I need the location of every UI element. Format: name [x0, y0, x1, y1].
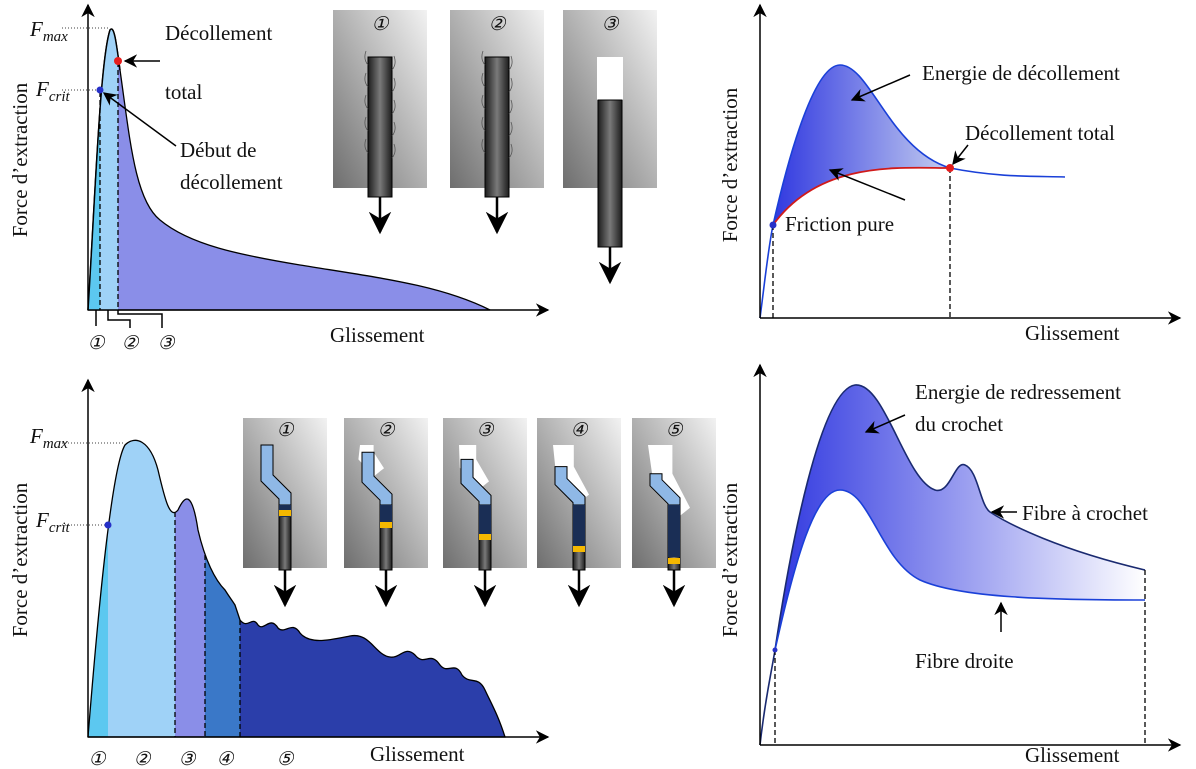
- image-label: ①: [371, 14, 389, 35]
- x-label: Glissement: [370, 742, 465, 766]
- fiber: [367, 56, 393, 198]
- shape: [102, 92, 177, 147]
- stage-label: ①: [87, 333, 105, 354]
- void: [459, 445, 489, 490]
- stage-label: ②: [121, 333, 139, 354]
- crack: [481, 94, 513, 115]
- shape: [850, 74, 911, 102]
- image-label: ④: [570, 420, 588, 441]
- shape: [96, 86, 104, 94]
- void: [597, 57, 623, 100]
- shape: [117, 310, 163, 328]
- annotation: Début de: [180, 138, 256, 162]
- image-label: ②: [377, 420, 395, 441]
- shape: [864, 414, 906, 434]
- stage-label: ③: [178, 749, 196, 769]
- shape: ① ② ③: [333, 10, 657, 285]
- image-label: ①: [276, 420, 294, 441]
- f-max: Fmax: [29, 17, 68, 45]
- annotation: Décollement total: [965, 121, 1115, 145]
- annotation: Energie de décollement: [922, 61, 1120, 85]
- energy-area: [773, 65, 950, 225]
- annotation: Energie de redressement: [915, 380, 1121, 404]
- fiber-dark: [573, 505, 585, 547]
- crack: [364, 72, 396, 93]
- stage-label: ②: [133, 749, 151, 769]
- annotation: Fibre à crochet: [1022, 501, 1148, 525]
- image-label: ⑤: [665, 420, 683, 441]
- y-label: Force d’extraction: [8, 482, 32, 637]
- crack: [481, 138, 513, 159]
- f-crit: Fcrit: [35, 77, 70, 105]
- fiber-dark: [380, 505, 392, 527]
- annotation: Fibre droite: [915, 649, 1014, 673]
- annotation: total: [165, 80, 202, 104]
- marker-band: [380, 522, 392, 528]
- shape: [774, 489, 1146, 651]
- shape: [108, 440, 175, 737]
- marker-band: [479, 534, 491, 540]
- crack: [364, 138, 396, 159]
- fiber: [484, 56, 510, 198]
- annotation: du crochet: [915, 412, 1003, 436]
- crack: [481, 72, 513, 93]
- crack: [364, 94, 396, 115]
- x-label: Glissement: [1025, 743, 1120, 767]
- panel-a: Fmax Fcrit Décollement total Début de dé…: [8, 3, 657, 354]
- panel-c: Fmax Fcrit Glissement Force d’extraction…: [8, 378, 716, 769]
- y-label: Force d’extraction: [8, 82, 32, 237]
- fiber: [597, 99, 623, 248]
- shape: [175, 440, 205, 737]
- shape: [769, 221, 777, 229]
- crack: [364, 116, 396, 137]
- y-label: Force d’extraction: [718, 482, 742, 637]
- shape: [828, 168, 906, 201]
- shape: [952, 144, 969, 166]
- shape: [772, 647, 778, 653]
- shape: [946, 164, 954, 172]
- shape: ① ② ③ ④ ⑤: [243, 418, 716, 608]
- curve-area: [87, 28, 491, 311]
- annotation: décollement: [180, 170, 283, 194]
- crack: [481, 50, 513, 71]
- image-label: ③: [601, 14, 619, 35]
- f-crit: Fcrit: [35, 508, 70, 536]
- shape: [114, 57, 122, 65]
- x-label: Glissement: [1025, 321, 1120, 345]
- image-label: ②: [488, 14, 506, 35]
- marker-band: [668, 558, 680, 564]
- stage-label: ③: [157, 333, 175, 354]
- energy-area: [775, 384, 1145, 650]
- annotation: Friction pure: [785, 212, 894, 236]
- image-label: ③: [476, 420, 494, 441]
- f-max: Fmax: [29, 424, 68, 452]
- fiber-dark: [668, 505, 680, 557]
- shape: [104, 521, 112, 529]
- shape: [772, 166, 951, 226]
- crack: [481, 116, 513, 137]
- panel-b: Energie de décollement Décollement total…: [718, 3, 1182, 345]
- fiber-dark: [479, 505, 491, 537]
- x-label: Glissement: [330, 323, 425, 347]
- annotation: Décollement: [165, 21, 272, 45]
- stage-label: ⑤: [276, 749, 294, 769]
- marker-band: [279, 510, 291, 516]
- stage-label: ④: [216, 749, 234, 769]
- crack: [364, 50, 396, 71]
- void: [553, 445, 589, 503]
- shape: [205, 440, 240, 737]
- shape: [107, 310, 131, 328]
- y-label: Force d’extraction: [718, 87, 742, 242]
- shape: [759, 64, 1066, 319]
- stage-label: ①: [88, 749, 106, 769]
- panel-d: Energie de redressement du crochet Fibre…: [718, 363, 1182, 767]
- shape: [87, 28, 121, 311]
- marker-band: [573, 546, 585, 552]
